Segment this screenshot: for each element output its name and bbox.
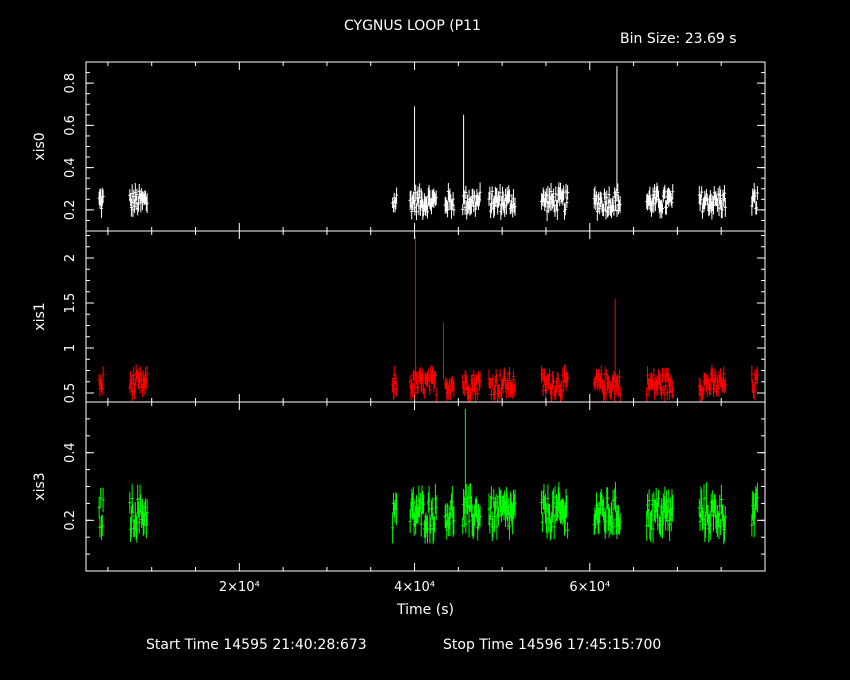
panel-frame-xis3 <box>85 401 766 572</box>
ylabel-xis0: xis0 <box>32 132 48 160</box>
xtick-label: 2×10⁴ <box>219 580 260 595</box>
ytick-label-xis3: 0.2 <box>63 510 78 531</box>
x-axis-label: Time (s) <box>396 602 454 618</box>
ytick-label-xis1: 1.5 <box>63 293 78 314</box>
ytick-label-xis0: 0.2 <box>63 200 78 221</box>
ytick-label-xis0: 0.8 <box>63 73 78 94</box>
ylabel-xis3: xis3 <box>32 472 48 500</box>
ytick-label-xis1: 1 <box>63 344 78 352</box>
ytick-label-xis1: 2 <box>63 254 78 262</box>
stop-time-label: Stop Time 14596 17:45:15:700 <box>443 637 662 653</box>
ytick-label-xis3: 0.4 <box>63 442 78 463</box>
ytick-label-xis0: 0.6 <box>63 115 78 136</box>
xtick-label: 6×10⁴ <box>569 580 610 595</box>
ylabel-xis1: xis1 <box>32 302 48 330</box>
bin-size-label: Bin Size: 23.69 s <box>620 31 737 47</box>
ytick-label-xis1: 0.5 <box>63 383 78 404</box>
chart-title: CYGNUS LOOP (P11 <box>344 18 481 34</box>
start-time-label: Start Time 14595 21:40:28:673 <box>146 637 367 653</box>
xtick-label: 4×10⁴ <box>394 580 435 595</box>
ytick-label-xis0: 0.4 <box>63 157 78 178</box>
